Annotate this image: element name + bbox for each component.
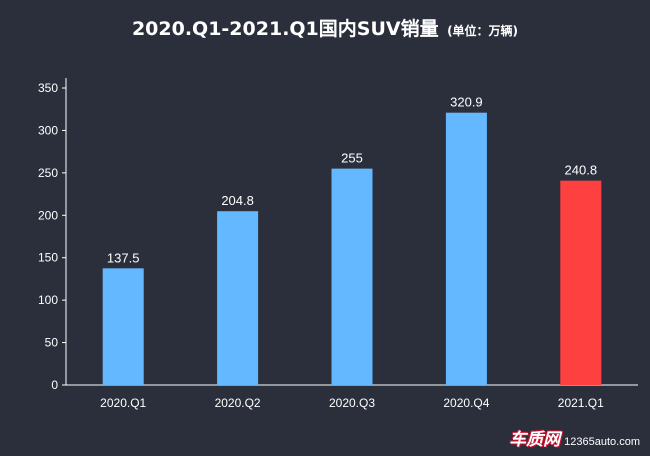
y-tick-label: 100 bbox=[38, 293, 58, 307]
watermark-url: 12365auto.com bbox=[564, 436, 640, 448]
y-tick-label: 350 bbox=[38, 81, 58, 95]
x-tick-label: 2020.Q3 bbox=[329, 396, 375, 410]
bar bbox=[445, 112, 487, 386]
y-tick-label: 250 bbox=[38, 166, 58, 180]
y-tick-label: 50 bbox=[45, 336, 59, 350]
bar-value-label: 137.5 bbox=[107, 250, 140, 265]
chart-title-unit: (单位：万辆) bbox=[447, 24, 519, 38]
bar bbox=[331, 168, 373, 385]
chart-title-main: 2020.Q1-2021.Q1国内SUV销量 bbox=[131, 18, 439, 40]
x-tick-label: 2021.Q1 bbox=[558, 396, 604, 410]
y-tick-label: 150 bbox=[38, 251, 58, 265]
x-tick-label: 2020.Q4 bbox=[443, 396, 489, 410]
y-tick-label: 300 bbox=[38, 123, 58, 137]
watermark: 车质网 12365auto.com bbox=[509, 425, 640, 450]
y-tick-label: 0 bbox=[51, 378, 58, 392]
bar-value-label: 255 bbox=[341, 151, 363, 166]
bar bbox=[102, 268, 144, 385]
y-tick-label: 200 bbox=[38, 208, 58, 222]
watermark-logo: 车质网 bbox=[509, 430, 561, 450]
bar-value-label: 320.9 bbox=[450, 95, 483, 110]
x-tick-label: 2020.Q2 bbox=[215, 396, 261, 410]
chart-title: 2020.Q1-2021.Q1国内SUV销量 (单位：万辆) bbox=[0, 14, 650, 41]
x-tick-label: 2020.Q1 bbox=[100, 396, 146, 410]
bar bbox=[560, 180, 602, 385]
bar bbox=[217, 211, 259, 385]
bar-value-label: 204.8 bbox=[221, 193, 254, 208]
bar-value-label: 240.8 bbox=[565, 163, 598, 178]
